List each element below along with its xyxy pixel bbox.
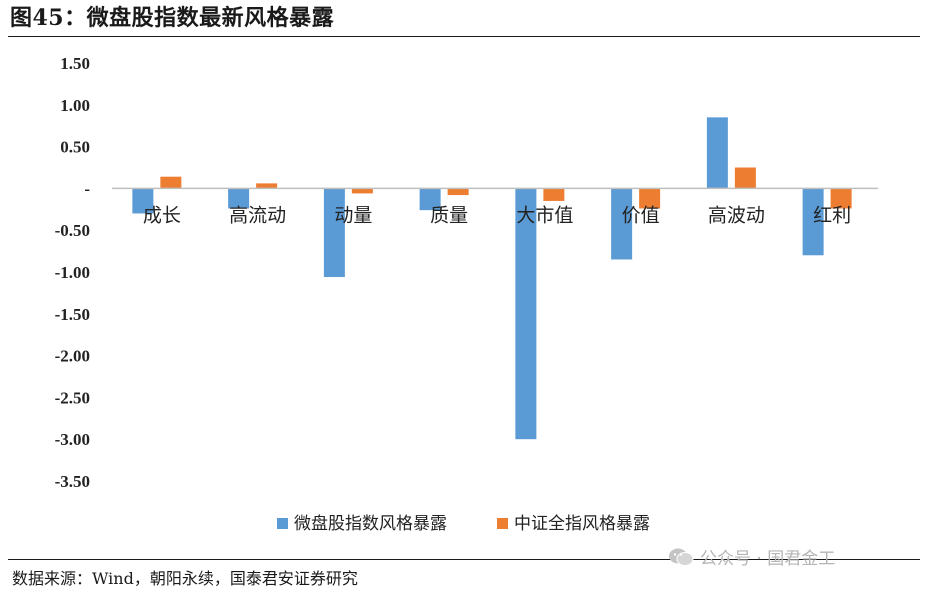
category-label: 高流动 (229, 204, 286, 226)
bar-microcap-6 (706, 117, 728, 189)
bar-csi-all-4 (543, 188, 565, 201)
legend-swatch-1 (497, 518, 508, 529)
figure-title: 图45：微盘股指数最新风格暴露 (10, 5, 335, 31)
bar-microcap-5 (611, 188, 633, 260)
category-label: 质量 (430, 204, 468, 226)
bar-csi-all-1 (256, 183, 278, 189)
wechat-icon (669, 548, 694, 566)
category-label: 成长 (143, 204, 181, 226)
y-tick-label: -2.50 (55, 388, 90, 407)
y-tick-label: 1.00 (60, 96, 90, 115)
bar-csi-all-0 (160, 176, 182, 189)
bar-csi-all-5 (639, 188, 661, 209)
y-tick-label: -3.00 (55, 430, 90, 449)
bar-microcap-7 (802, 188, 824, 256)
y-tick-label: -1.50 (55, 305, 90, 324)
source-rule (8, 559, 920, 560)
source-note: 数据来源：Wind，朝阳永续，国泰君安证券研究 (12, 569, 358, 588)
bar-csi-all-2 (351, 188, 373, 194)
y-tick-label: - (84, 179, 90, 198)
bar-csi-all-3 (447, 188, 469, 196)
y-tick-label: -0.50 (55, 221, 90, 240)
legend-label-0: 微盘股指数风格暴露 (294, 514, 447, 534)
category-label: 动量 (334, 204, 372, 226)
category-label: 价值 (622, 204, 660, 226)
category-label: 大市值 (516, 204, 573, 226)
y-tick-label: -1.00 (55, 263, 90, 282)
bar-chart: 1.50 1.00 0.50 - -0.50 -1.00 -1.50 -2.00 -2.50 -3… (55, 54, 878, 534)
y-tick-label: 1.50 (60, 54, 90, 73)
bar-microcap-4 (515, 188, 537, 440)
watermark-text: 公众号 · 国君金工 (700, 549, 836, 569)
title-rule (8, 36, 920, 37)
y-tick-label: -3.50 (55, 472, 90, 491)
category-label: 红利 (813, 204, 851, 226)
bar-microcap-0 (132, 188, 154, 214)
y-tick-label: 0.50 (60, 138, 90, 157)
legend-swatch-0 (277, 518, 288, 529)
watermark: 公众号 · 国君金工 (668, 544, 835, 569)
legend-label-1: 中证全指风格暴露 (514, 514, 650, 534)
bar-csi-all-7 (830, 188, 852, 209)
y-tick-label: -2.00 (55, 347, 90, 366)
bar-microcap-3 (419, 188, 441, 211)
bar-microcap-1 (228, 188, 250, 209)
bar-csi-all-6 (734, 167, 756, 189)
bar-microcap-2 (323, 188, 345, 278)
category-label: 高波动 (708, 204, 765, 226)
